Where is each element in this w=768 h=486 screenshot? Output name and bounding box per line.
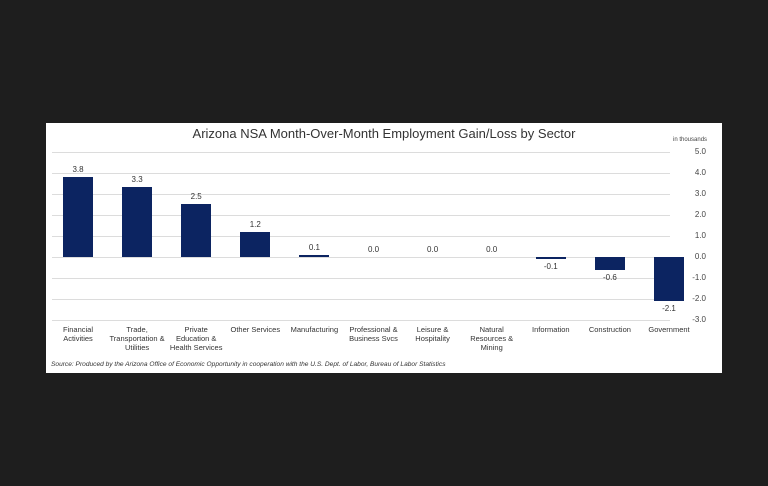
category-label: Other Services	[230, 325, 281, 334]
gridline	[52, 320, 670, 322]
units-label: in thousands	[673, 137, 708, 143]
data-label: -2.1	[662, 304, 676, 314]
gridline	[52, 299, 670, 301]
data-label: 2.5	[190, 192, 202, 202]
y-tick-label: -1.0	[692, 273, 706, 283]
category-label: Private Education & Health Services	[169, 325, 223, 352]
bar	[122, 187, 153, 257]
y-tick-label: -2.0	[692, 294, 706, 304]
data-label: 0.0	[367, 245, 380, 254]
bar	[594, 257, 625, 270]
data-label: 3.8	[72, 164, 84, 174]
chart-title: Arizona NSA Month-Over-Month Employment …	[192, 126, 576, 141]
y-tick-label: 0.0	[694, 252, 706, 261]
data-label: 3.3	[131, 175, 143, 185]
category-label: Leisure & Hospitality	[415, 325, 450, 343]
source-note: Source: Produced by the Arizona Office o…	[51, 361, 446, 368]
y-tick-label: 3.0	[694, 188, 706, 198]
bar	[63, 176, 93, 257]
gridline	[52, 278, 670, 280]
y-tick-label: 4.0	[694, 167, 706, 177]
data-label: 1.2	[249, 219, 261, 229]
data-label: 0.1	[308, 242, 320, 252]
bar	[654, 257, 684, 302]
category-label: Natural Resources & Mining	[470, 325, 514, 352]
gridline	[52, 235, 670, 237]
bar	[535, 257, 566, 260]
gridline	[52, 193, 670, 195]
bar	[181, 204, 212, 257]
y-tick-label: -3.0	[692, 315, 706, 325]
data-label: 0.0	[486, 245, 498, 254]
category-label: Manufacturing	[290, 325, 339, 334]
plot-area: 5.0 4.0 3.0 2.0 1.0 0.0 -1.0 -2.0 -3.0 3.8 Financi…	[46, 123, 722, 373]
data-label: -0.6	[602, 272, 617, 282]
gridline	[52, 151, 670, 153]
category-label: Trade, Transportation & Utilities	[109, 325, 165, 352]
bar	[240, 231, 271, 257]
category-label: Information	[532, 325, 570, 334]
y-tick-label: 1.0	[694, 230, 706, 240]
gridline	[52, 257, 670, 258]
data-label: -0.1	[543, 262, 558, 272]
category-label: Professional & Business Svcs	[349, 325, 398, 343]
y-tick-label: 5.0	[694, 146, 706, 156]
y-tick-label: 2.0	[694, 209, 706, 219]
bar	[299, 254, 330, 257]
chart-panel: Arizona NSA Month-Over-Month Employment …	[46, 123, 722, 373]
category-label: Financial Activities	[62, 325, 93, 343]
category-label: Construction	[588, 325, 631, 334]
data-label: 0.0	[427, 245, 439, 254]
gridline	[52, 172, 670, 174]
gridline	[52, 214, 670, 216]
category-label: Government	[648, 325, 690, 334]
